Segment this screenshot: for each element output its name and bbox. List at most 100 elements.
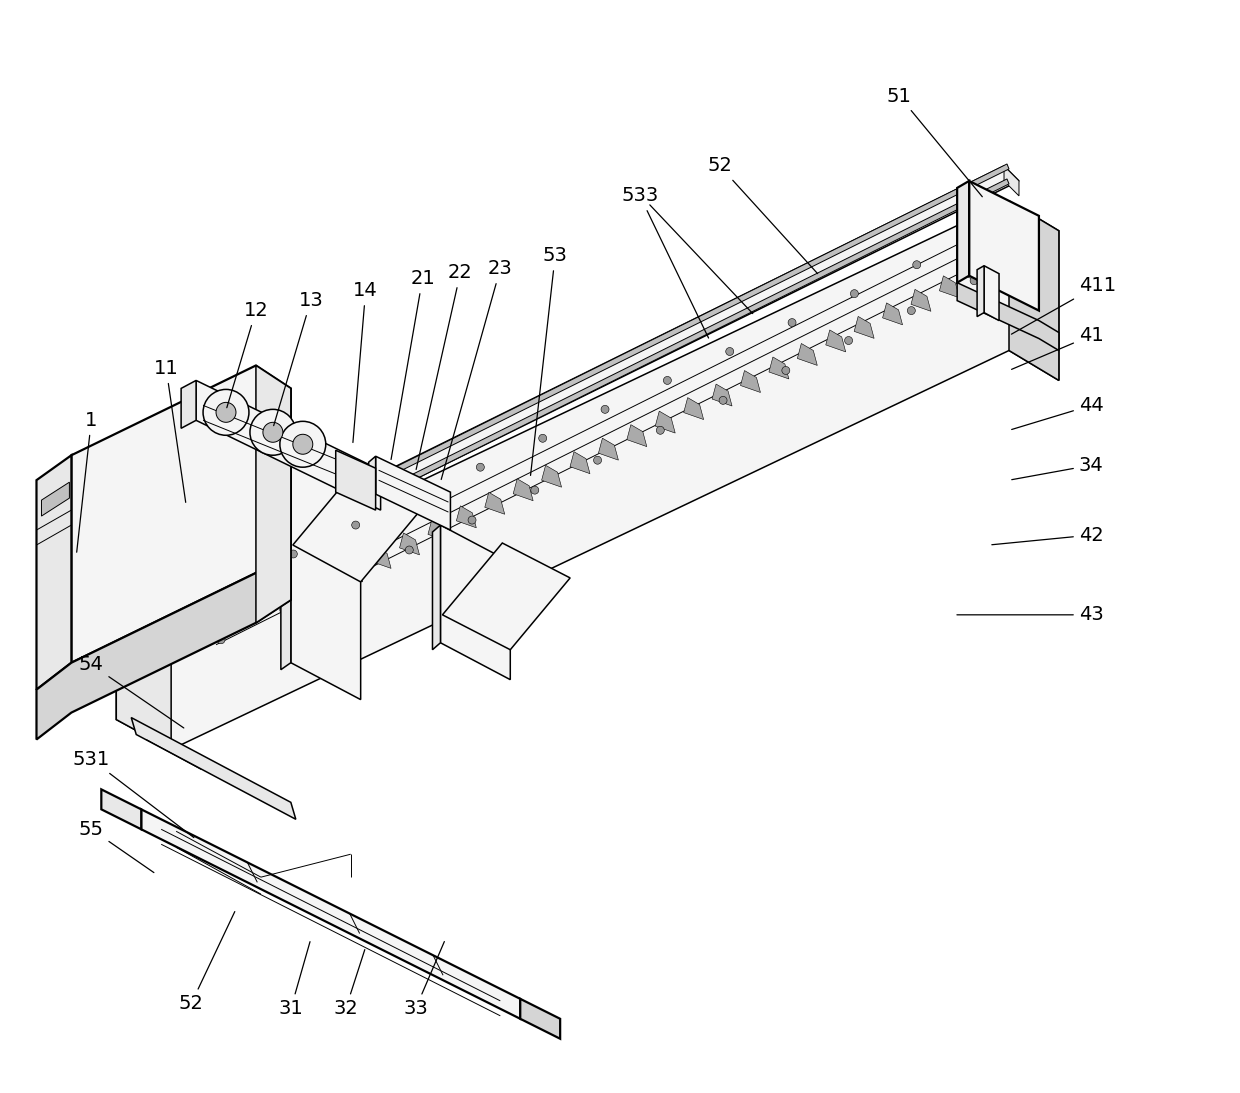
- Polygon shape: [1009, 201, 1059, 380]
- Text: 55: 55: [79, 820, 154, 872]
- Circle shape: [263, 422, 283, 443]
- Polygon shape: [712, 384, 732, 406]
- Text: 12: 12: [227, 301, 268, 408]
- Circle shape: [538, 434, 547, 443]
- Circle shape: [782, 366, 790, 375]
- Polygon shape: [970, 181, 1039, 310]
- Text: 23: 23: [441, 259, 512, 480]
- Polygon shape: [255, 365, 291, 623]
- Polygon shape: [102, 789, 141, 830]
- Polygon shape: [542, 466, 562, 487]
- Circle shape: [203, 389, 249, 435]
- Polygon shape: [281, 455, 291, 670]
- Polygon shape: [456, 506, 476, 528]
- Polygon shape: [293, 473, 420, 581]
- Circle shape: [217, 636, 224, 644]
- Text: 11: 11: [154, 359, 186, 503]
- Circle shape: [216, 402, 236, 422]
- Polygon shape: [368, 456, 376, 501]
- Polygon shape: [342, 560, 362, 581]
- Text: 1: 1: [77, 411, 98, 552]
- Polygon shape: [196, 380, 381, 510]
- Polygon shape: [131, 718, 296, 820]
- Circle shape: [725, 348, 734, 355]
- Circle shape: [789, 318, 796, 327]
- Polygon shape: [291, 455, 361, 700]
- Polygon shape: [216, 179, 1009, 577]
- Circle shape: [844, 337, 853, 344]
- Text: 33: 33: [403, 941, 444, 1019]
- Circle shape: [227, 579, 236, 587]
- Polygon shape: [985, 266, 999, 320]
- Polygon shape: [399, 533, 419, 555]
- Polygon shape: [854, 316, 874, 339]
- Polygon shape: [940, 275, 960, 297]
- Polygon shape: [599, 438, 619, 460]
- Text: 411: 411: [1012, 277, 1116, 334]
- Text: 32: 32: [334, 950, 365, 1019]
- Circle shape: [975, 232, 983, 239]
- Polygon shape: [72, 365, 291, 662]
- Text: 42: 42: [992, 526, 1104, 544]
- Circle shape: [405, 546, 413, 554]
- Polygon shape: [627, 425, 647, 447]
- Polygon shape: [826, 330, 846, 352]
- Polygon shape: [968, 262, 988, 284]
- Text: 52: 52: [179, 912, 234, 1013]
- Text: 21: 21: [391, 269, 435, 459]
- Text: 31: 31: [279, 942, 310, 1019]
- Text: 531: 531: [73, 750, 193, 837]
- Circle shape: [414, 492, 422, 501]
- Text: 22: 22: [417, 263, 472, 470]
- Circle shape: [656, 426, 665, 434]
- Polygon shape: [957, 283, 1059, 351]
- Polygon shape: [181, 380, 196, 428]
- Polygon shape: [371, 546, 391, 568]
- Circle shape: [601, 406, 609, 413]
- Polygon shape: [117, 201, 1059, 750]
- Polygon shape: [36, 455, 72, 690]
- Polygon shape: [521, 999, 560, 1038]
- Circle shape: [280, 606, 288, 614]
- Polygon shape: [655, 411, 676, 433]
- Polygon shape: [957, 181, 970, 283]
- Circle shape: [851, 290, 858, 297]
- Polygon shape: [433, 525, 440, 649]
- Text: 533: 533: [621, 187, 708, 338]
- Circle shape: [280, 421, 326, 467]
- Polygon shape: [443, 543, 570, 649]
- Text: 44: 44: [1012, 396, 1104, 430]
- Circle shape: [289, 550, 298, 557]
- Text: 41: 41: [1012, 326, 1104, 369]
- Polygon shape: [911, 290, 931, 312]
- Text: 54: 54: [79, 655, 184, 728]
- Text: 52: 52: [707, 156, 817, 273]
- Polygon shape: [996, 249, 1017, 271]
- Text: 14: 14: [353, 281, 378, 443]
- Polygon shape: [336, 450, 376, 510]
- Text: 34: 34: [1012, 456, 1104, 480]
- Polygon shape: [513, 479, 533, 501]
- Polygon shape: [428, 519, 448, 541]
- Polygon shape: [376, 456, 450, 530]
- Circle shape: [476, 463, 485, 471]
- Text: 51: 51: [887, 86, 982, 197]
- Circle shape: [908, 307, 915, 315]
- Circle shape: [342, 576, 351, 584]
- Text: 43: 43: [957, 606, 1104, 624]
- Polygon shape: [141, 809, 521, 1019]
- Polygon shape: [883, 303, 903, 325]
- Text: 53: 53: [531, 246, 568, 475]
- Polygon shape: [1004, 166, 1019, 196]
- Circle shape: [250, 410, 296, 455]
- Polygon shape: [769, 357, 789, 379]
- Polygon shape: [570, 451, 590, 473]
- Circle shape: [594, 456, 601, 465]
- Circle shape: [293, 434, 312, 455]
- Circle shape: [467, 516, 476, 524]
- Circle shape: [719, 397, 727, 404]
- Polygon shape: [683, 398, 703, 420]
- Polygon shape: [186, 166, 1019, 585]
- Polygon shape: [36, 550, 291, 740]
- Polygon shape: [216, 164, 1009, 561]
